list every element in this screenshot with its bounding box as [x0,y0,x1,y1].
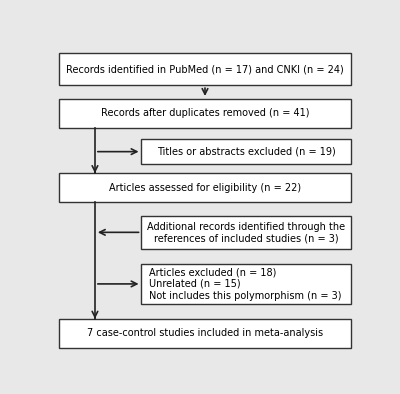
Text: Records after duplicates removed (n = 41): Records after duplicates removed (n = 41… [101,108,309,118]
Text: Articles assessed for eligibility (n = 22): Articles assessed for eligibility (n = 2… [109,182,301,193]
Text: Additional records identified through the
references of included studies (n = 3): Additional records identified through th… [147,221,345,243]
FancyBboxPatch shape [142,264,351,304]
FancyBboxPatch shape [59,99,351,128]
FancyBboxPatch shape [142,139,351,164]
FancyBboxPatch shape [59,319,351,348]
Text: Articles excluded (n = 18)
Unrelated (n = 15)
Not includes this polymorphism (n : Articles excluded (n = 18) Unrelated (n … [149,267,342,301]
Text: Records identified in PubMed (n = 17) and CNKI (n = 24): Records identified in PubMed (n = 17) an… [66,64,344,74]
Text: 7 case-control studies included in meta-analysis: 7 case-control studies included in meta-… [87,328,323,338]
FancyBboxPatch shape [142,216,351,249]
FancyBboxPatch shape [59,173,351,202]
FancyBboxPatch shape [59,53,351,85]
Text: Titles or abstracts excluded (n = 19): Titles or abstracts excluded (n = 19) [157,147,336,157]
